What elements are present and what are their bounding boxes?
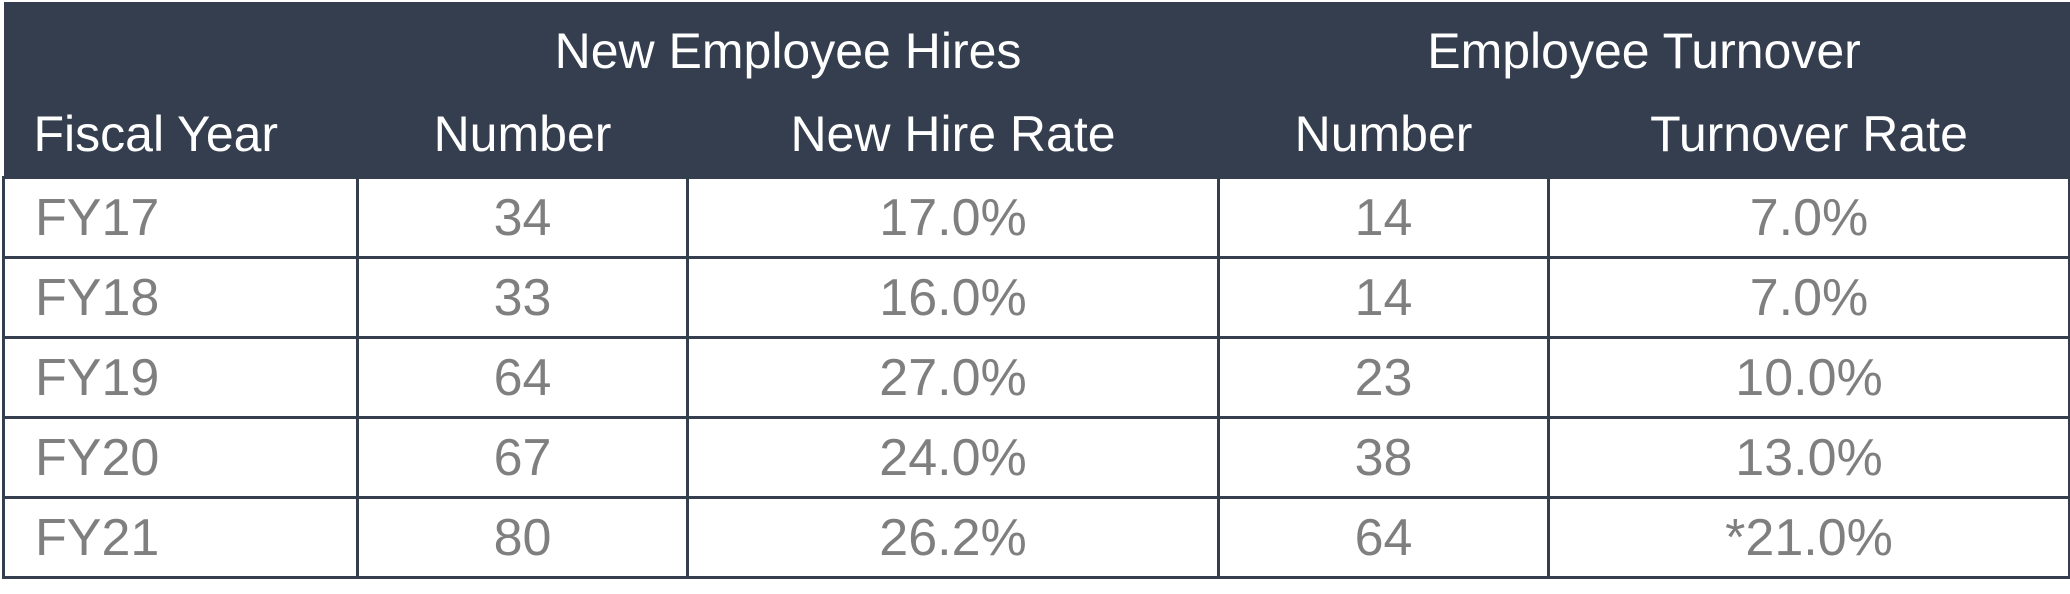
table-cell: 23 — [1217, 336, 1551, 419]
table-cell: 14 — [1217, 176, 1551, 259]
group-header: New Employee Hires — [357, 2, 1219, 92]
data-table: New Employee Hires Employee Turnover Fis… — [2, 2, 2070, 579]
column-header: Fiscal Year — [3, 92, 358, 178]
table-cell: FY21 — [2, 496, 359, 579]
column-header: Turnover Rate — [1548, 92, 2070, 178]
table-cell: FY18 — [2, 256, 359, 339]
column-header: Number — [1218, 92, 1549, 178]
table-cell: 16.0% — [685, 256, 1221, 339]
table-cell: FY19 — [2, 336, 359, 419]
table-row: FY21 80 26.2% 64 *21.0% — [2, 496, 2070, 579]
table-cell: 26.2% — [685, 496, 1221, 579]
table-cell: 10.0% — [1547, 336, 2070, 419]
table-cell: 38 — [1217, 416, 1551, 499]
table-row: FY19 64 27.0% 23 10.0% — [2, 336, 2070, 419]
table-cell: 7.0% — [1547, 176, 2070, 259]
table-cell: 64 — [356, 336, 689, 419]
table-row: FY18 33 16.0% 14 7.0% — [2, 256, 2070, 339]
table-cell: 24.0% — [685, 416, 1221, 499]
table-cell: 64 — [1217, 496, 1551, 579]
table-cell: 13.0% — [1547, 416, 2070, 499]
table-cell: FY17 — [2, 176, 359, 259]
spacer — [3, 2, 358, 92]
column-header-row: Fiscal Year Number New Hire Rate Number Turn… — [3, 92, 2070, 178]
group-header-row: New Employee Hires Employee Turnover — [3, 2, 2070, 92]
table-cell: FY20 — [2, 416, 359, 499]
table-cell: 33 — [356, 256, 689, 339]
table-row: FY20 67 24.0% 38 13.0% — [2, 416, 2070, 499]
table-cell: 34 — [356, 176, 689, 259]
table-body: FY17 34 17.0% 14 7.0% FY18 33 16.0% 14 7.0% FY19 64… — [2, 176, 2070, 579]
column-header: New Hire Rate — [687, 92, 1219, 178]
column-header: Number — [357, 92, 688, 178]
table-cell: 14 — [1217, 256, 1551, 339]
table-cell: 80 — [356, 496, 689, 579]
table-cell: *21.0% — [1547, 496, 2070, 579]
table-cell: 7.0% — [1547, 256, 2070, 339]
table-cell: 17.0% — [685, 176, 1221, 259]
table-row: FY17 34 17.0% 14 7.0% — [2, 176, 2070, 259]
table-cell: 67 — [356, 416, 689, 499]
table-cell: 27.0% — [685, 336, 1221, 419]
group-header: Employee Turnover — [1218, 2, 2070, 92]
